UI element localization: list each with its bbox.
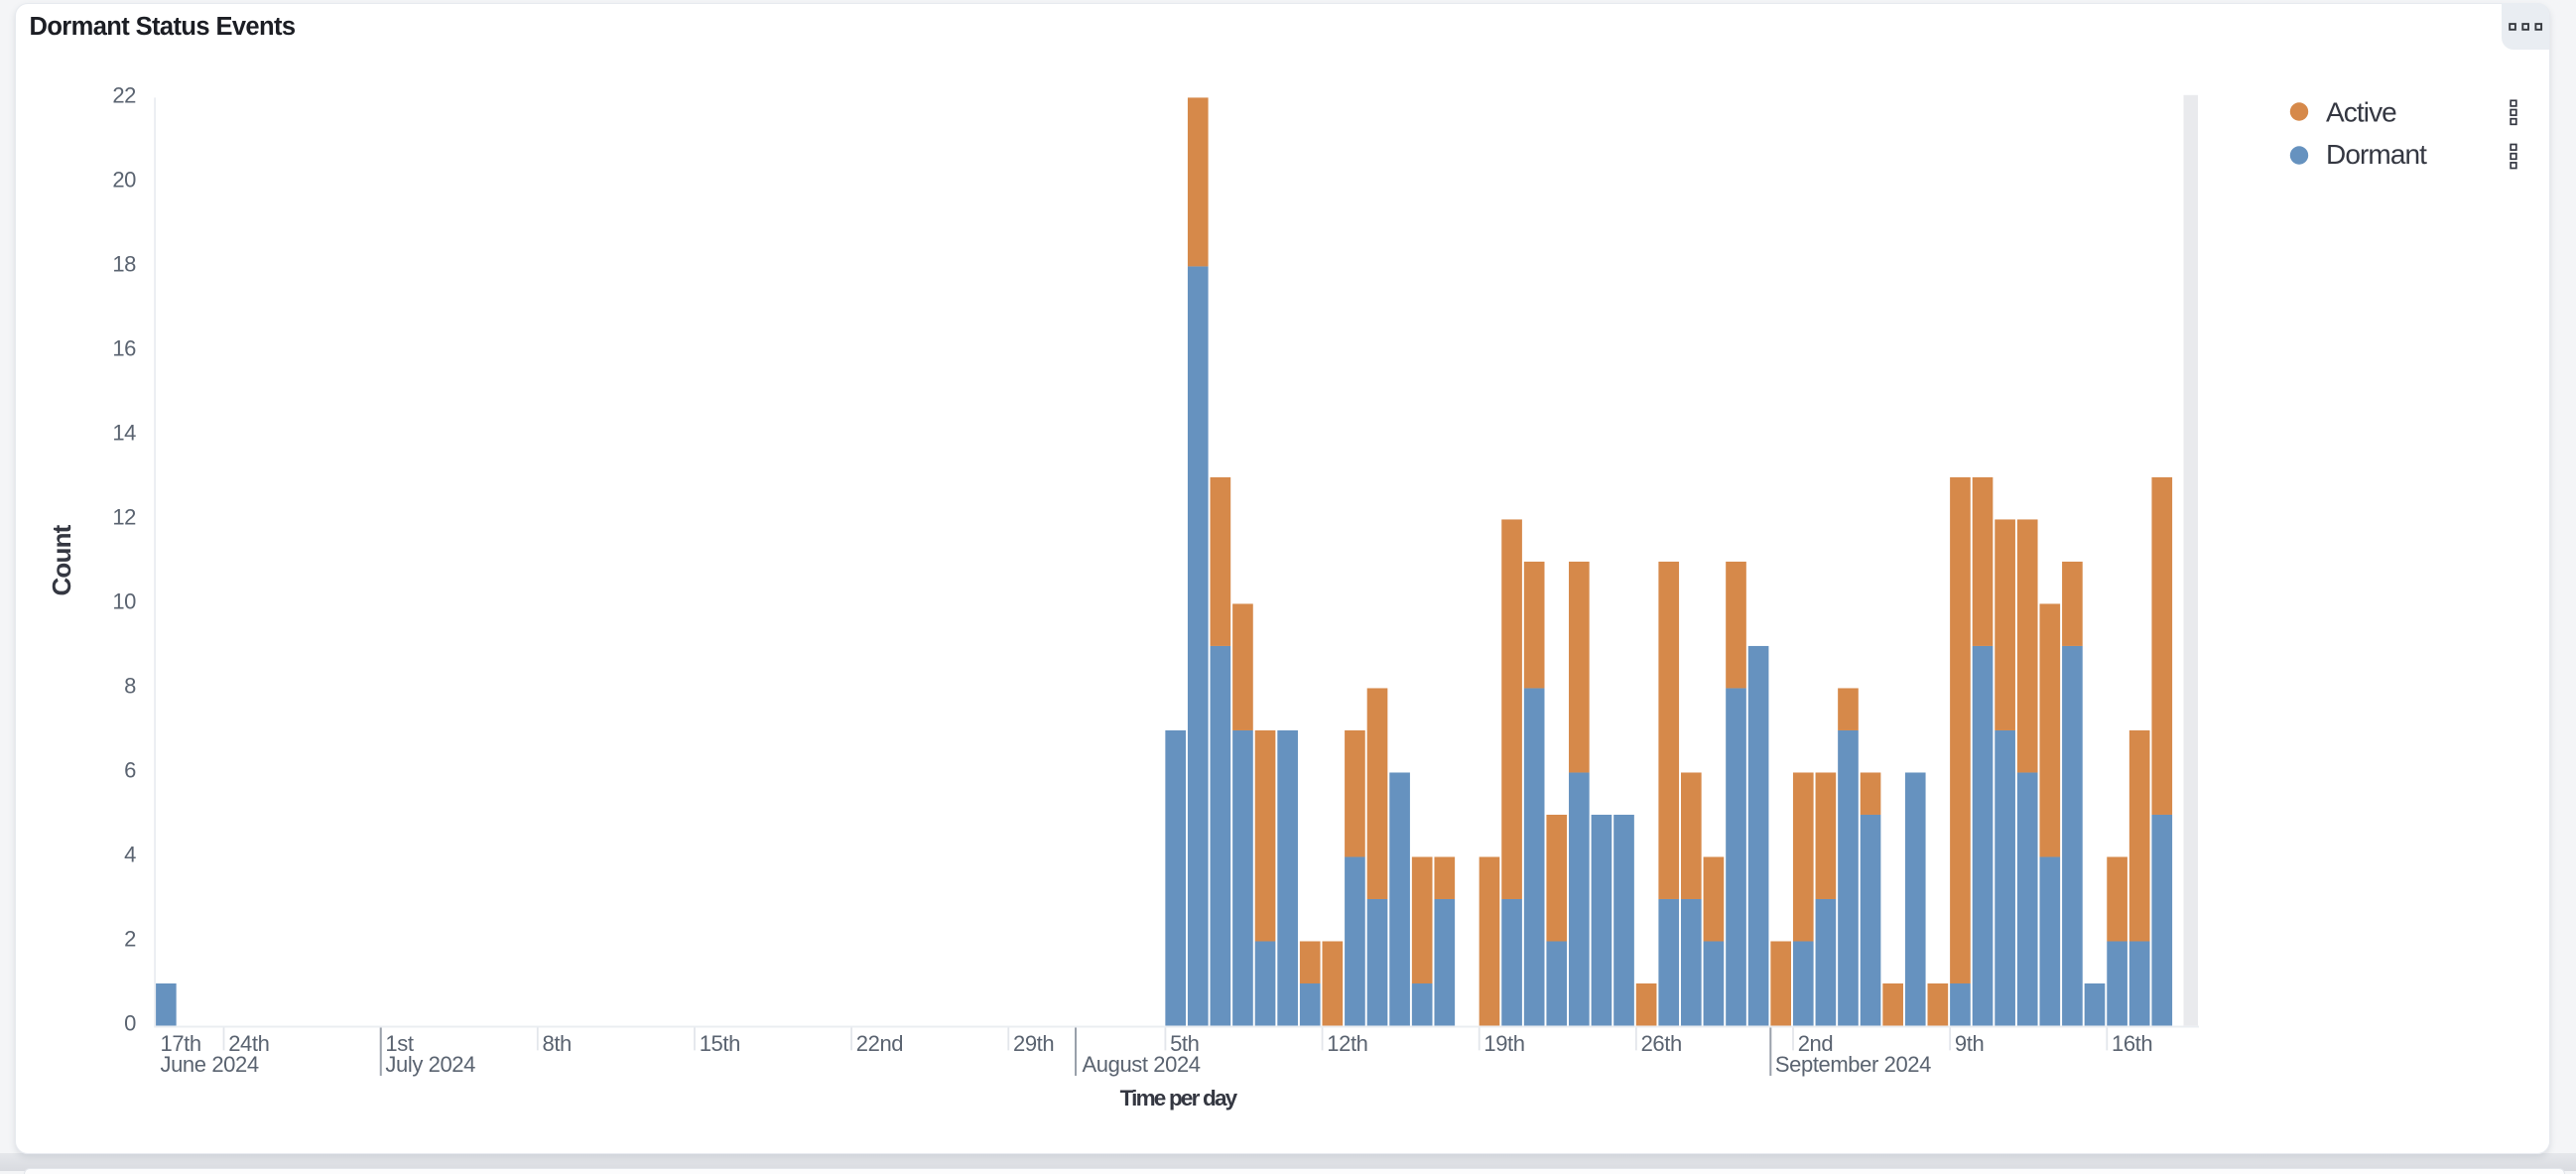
svg-text:16th: 16th: [2112, 1031, 2152, 1056]
svg-text:2nd: 2nd: [1798, 1031, 1834, 1056]
svg-text:22nd: 22nd: [856, 1031, 903, 1056]
svg-text:22: 22: [112, 83, 136, 108]
svg-text:29th: 29th: [1013, 1031, 1054, 1056]
svg-text:10: 10: [112, 589, 136, 614]
svg-text:Count: Count: [47, 524, 76, 595]
svg-text:8: 8: [124, 674, 136, 699]
svg-text:12: 12: [112, 505, 136, 530]
svg-text:July 2024: July 2024: [385, 1052, 475, 1077]
svg-text:8th: 8th: [543, 1031, 572, 1056]
svg-text:18: 18: [112, 252, 136, 277]
svg-text:4: 4: [124, 843, 136, 867]
svg-text:24th: 24th: [228, 1031, 269, 1056]
svg-text:June 2024: June 2024: [161, 1052, 259, 1077]
svg-text:Time per day: Time per day: [1120, 1086, 1238, 1110]
svg-text:6: 6: [124, 758, 136, 783]
svg-text:1st: 1st: [385, 1031, 413, 1056]
svg-text:17th: 17th: [161, 1031, 201, 1056]
svg-text:16: 16: [112, 336, 136, 361]
svg-text:2: 2: [124, 927, 136, 952]
svg-text:15th: 15th: [700, 1031, 740, 1056]
svg-text:5th: 5th: [1170, 1031, 1199, 1056]
svg-text:20: 20: [112, 168, 136, 193]
svg-text:26th: 26th: [1641, 1031, 1682, 1056]
svg-text:Active: Active: [2326, 97, 2396, 128]
svg-text:Dormant: Dormant: [2326, 139, 2427, 170]
svg-text:September 2024: September 2024: [1775, 1052, 1931, 1077]
svg-text:9th: 9th: [1955, 1031, 1984, 1056]
svg-text:August 2024: August 2024: [1083, 1052, 1201, 1077]
svg-text:19th: 19th: [1483, 1031, 1524, 1056]
svg-text:14: 14: [112, 421, 136, 446]
svg-text:0: 0: [124, 1011, 136, 1036]
svg-text:12th: 12th: [1327, 1031, 1367, 1056]
